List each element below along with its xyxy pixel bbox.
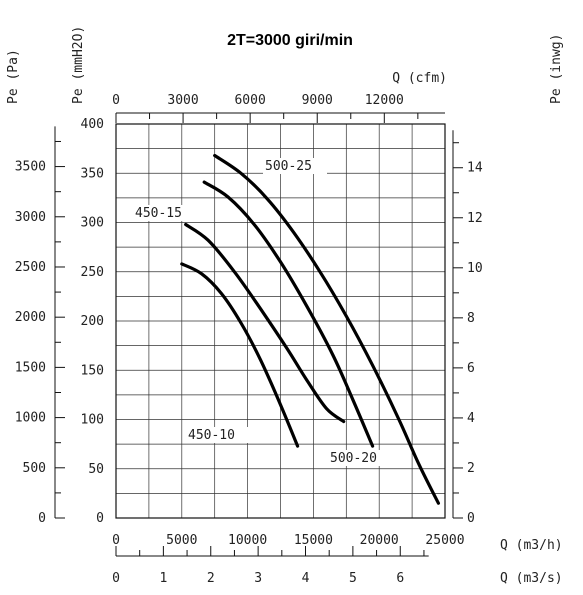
curve-label-500-20: 500-20	[330, 451, 377, 466]
tick-label-inwg: 12	[467, 211, 483, 226]
tick-label-m3h: 5000	[166, 533, 197, 548]
tick-label-m3s: 1	[159, 571, 167, 586]
tick-label-mmh2o: 400	[81, 117, 104, 132]
curve-label-bg	[186, 427, 250, 443]
curve-label-450-15: 450-15	[135, 206, 182, 221]
tick-label-m3h: 15000	[294, 533, 333, 548]
tick-label-m3h: 10000	[228, 533, 267, 548]
curve-label-bg	[328, 450, 392, 466]
tick-label-pa: 1500	[15, 360, 46, 375]
tick-label-m3s: 5	[349, 571, 357, 586]
tick-label-m3s: 3	[254, 571, 262, 586]
curve-450-15	[184, 222, 346, 424]
tick-label-inwg: 2	[467, 461, 475, 476]
axis-title-mmh2o: Pe (mmH2O)	[71, 26, 86, 104]
tick-label-mmh2o: 100	[81, 413, 104, 428]
tick-label-m3h: 20000	[360, 533, 399, 548]
curve-label-450-10: 450-10	[188, 428, 235, 443]
tick-label-pa: 3500	[15, 160, 46, 175]
tick-label-pa: 0	[38, 511, 46, 526]
tick-label-pa: 1000	[15, 411, 46, 426]
tick-label-inwg: 6	[467, 361, 475, 376]
axes	[54, 112, 463, 557]
tick-label-mmh2o: 350	[81, 166, 104, 181]
tick-label-m3s: 6	[396, 571, 404, 586]
tick-label-mmh2o: 300	[81, 216, 104, 231]
curve-label-bg	[133, 205, 197, 221]
axis-title-m3h: Q (m3/h)	[500, 538, 563, 553]
curve-label-bg	[263, 158, 327, 174]
tick-label-pa: 500	[23, 461, 46, 476]
tick-label-inwg: 10	[467, 261, 483, 276]
plot-frame	[115, 123, 446, 519]
tick-label-m3s: 0	[112, 571, 120, 586]
tick-label-m3s: 4	[302, 571, 310, 586]
axis-title-m3s: Q (m3/s)	[500, 571, 563, 586]
labels: 0501001502002503003504000500100015002000…	[6, 26, 564, 586]
tick-label-cfm: 6000	[234, 93, 265, 108]
tick-label-mmh2o: 200	[81, 314, 104, 329]
axis-title-cfm: Q (cfm)	[392, 71, 447, 86]
tick-label-m3h: 25000	[425, 533, 464, 548]
tick-label-mmh2o: 150	[81, 363, 104, 378]
tick-label-pa: 2500	[15, 260, 46, 275]
axis-title-inwg: Pe (inwg)	[549, 34, 564, 104]
tick-label-mmh2o: 50	[88, 462, 104, 477]
tick-label-mmh2o: 0	[96, 511, 104, 526]
grid	[115, 123, 446, 519]
curve-label-500-25: 500-25	[265, 159, 312, 174]
tick-label-cfm: 9000	[302, 93, 333, 108]
tick-label-m3h: 0	[112, 533, 120, 548]
axis-title-pa: Pe (Pa)	[6, 49, 21, 104]
tick-label-pa: 2000	[15, 310, 46, 325]
curve-500-20	[202, 180, 375, 448]
tick-label-cfm: 12000	[365, 93, 404, 108]
tick-label-pa: 3000	[15, 210, 46, 225]
tick-label-inwg: 8	[467, 311, 475, 326]
tick-label-mmh2o: 250	[81, 265, 104, 280]
tick-label-inwg: 14	[467, 161, 483, 176]
tick-label-m3s: 2	[207, 571, 215, 586]
chart-title: 2T=3000 giri/min	[227, 32, 353, 49]
curve-450-10	[180, 262, 300, 448]
tick-label-cfm: 3000	[167, 93, 198, 108]
curves	[180, 153, 440, 505]
tick-label-cfm: 0	[112, 93, 120, 108]
tick-label-inwg: 4	[467, 411, 475, 426]
curve-500-25	[213, 153, 440, 505]
tick-label-inwg: 0	[467, 511, 475, 526]
